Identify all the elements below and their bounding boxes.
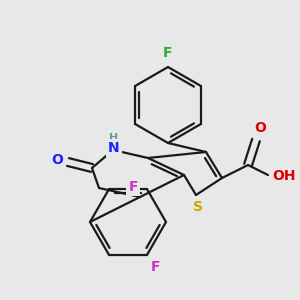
- Text: F: F: [163, 46, 173, 60]
- Text: OH: OH: [272, 169, 296, 183]
- Text: F: F: [150, 260, 160, 274]
- Text: O: O: [254, 121, 266, 135]
- Text: H: H: [110, 133, 118, 143]
- Text: F: F: [128, 180, 138, 194]
- Text: O: O: [51, 153, 63, 167]
- Text: N: N: [108, 141, 120, 155]
- Text: S: S: [193, 200, 203, 214]
